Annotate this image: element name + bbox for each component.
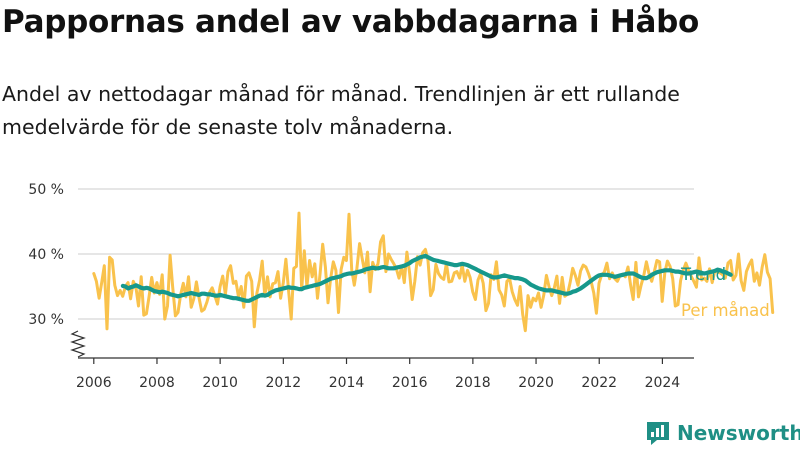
y-tick-label: 40 % [28,247,64,263]
series-per-manad-line [92,211,775,333]
y-tick-label: 50 % [28,182,64,198]
x-tick-label: 2014 [329,375,365,391]
x-tick-label: 2018 [455,375,491,391]
x-tick-label: 2006 [76,375,112,391]
y-tick-label: 30 % [28,312,64,328]
x-tick-label: 2020 [518,375,554,391]
chart-subtitle: Andel av nettodagar månad för månad. Tre… [2,82,680,139]
x-tick-label: 2008 [139,375,175,391]
brand-logo: Newsworthy [645,420,800,446]
axis-break-icon [70,330,86,358]
x-tick-label: 2024 [645,375,681,391]
x-tick-label: 2022 [581,375,617,391]
series-trend-line [120,253,733,303]
y-axis: 30 % 40 % 50 % [28,182,64,328]
x-tick-label: 2012 [266,375,302,391]
x-tick-label: 2016 [392,375,428,391]
x-axis: 2006 2008 2010 2012 2014 2016 2018 2020 2022 2024 [76,358,680,391]
legend-per-manad-label: Per månad [681,301,770,320]
legend-trend-label: Trend [680,265,726,284]
brand-name: Newsworthy [677,421,800,445]
chart-title: Pappornas andel av vabbdagarna i Håbo [2,4,700,40]
x-tick-label: 2010 [202,375,238,391]
newsworthy-logo-icon [647,422,669,445]
